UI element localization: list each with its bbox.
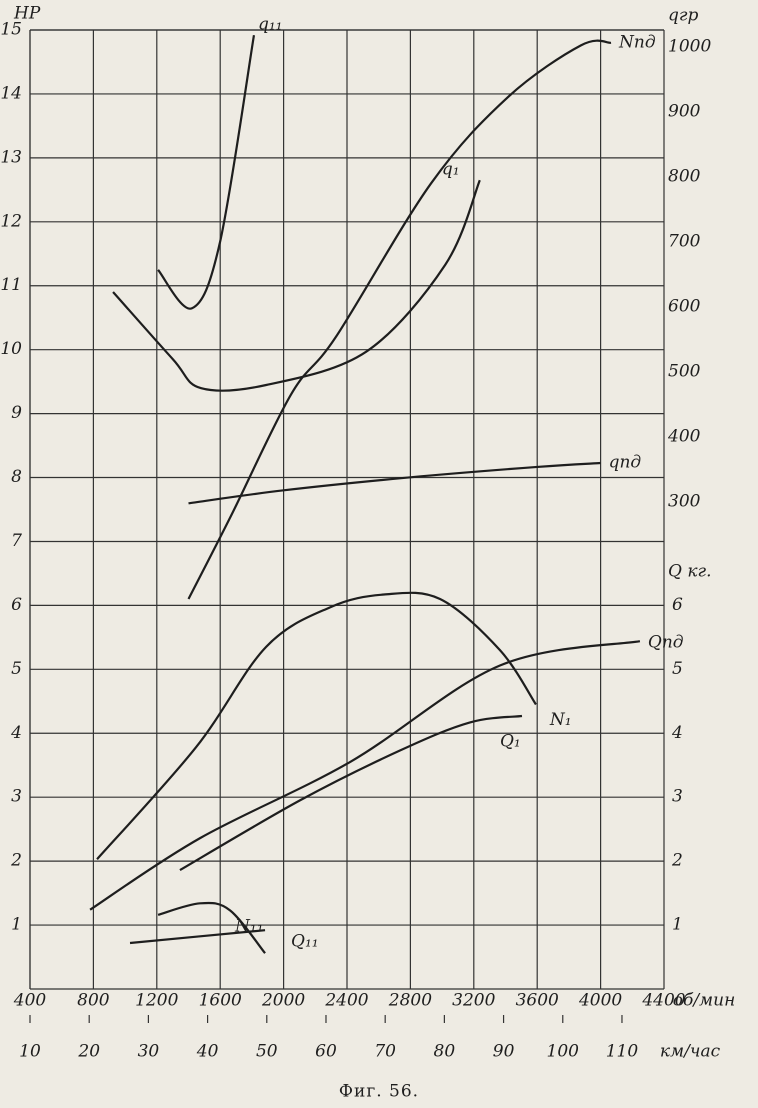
y-axis-label: HP [13, 4, 41, 24]
x-axis-label: об/мин [673, 991, 736, 1011]
x-tick-label: 1200 [135, 991, 178, 1011]
series-label: q₁ [442, 160, 460, 180]
series-label: q₁₁ [258, 15, 283, 35]
y-tick-label: 2 [10, 851, 22, 871]
y-tick-label: 15 [0, 20, 22, 40]
series-line [129, 929, 266, 945]
x2-tick-label: 110 [606, 1042, 639, 1062]
x-tick-label: 400 [13, 991, 47, 1011]
x-tick-label: 1600 [199, 991, 242, 1011]
y3-tick-label: 6 [672, 595, 683, 615]
x2-tick-label: 10 [19, 1042, 41, 1062]
series-line [89, 640, 641, 911]
y-tick-label: 10 [0, 339, 22, 359]
x2-tick-label: 20 [77, 1042, 100, 1062]
y-tick-label: 4 [10, 723, 22, 743]
y2-tick-label: 500 [668, 361, 701, 381]
x-tick-label: 2400 [324, 991, 368, 1011]
y3-tick-label: 4 [671, 723, 683, 743]
x2-tick-label: 80 [434, 1042, 456, 1062]
x-tick-label: 800 [77, 991, 110, 1011]
series-label: qпд [609, 453, 642, 473]
y2-tick-label: 800 [668, 166, 701, 186]
x-tick-label: 2000 [261, 991, 305, 1011]
y-tick-label: 6 [11, 595, 22, 615]
y-tick-label: 8 [11, 467, 22, 487]
x2-tick-label: 30 [138, 1042, 160, 1062]
series-label: N₁ [549, 710, 572, 730]
y-tick-label: 12 [0, 211, 22, 231]
series-label: Nпд [618, 32, 656, 52]
y-tick-label: 9 [11, 403, 22, 423]
y-tick-label: 14 [0, 83, 22, 103]
x2-tick-label: 100 [547, 1042, 580, 1062]
y-tick-label: 3 [11, 787, 22, 807]
y3-axis-label: Q кг. [668, 562, 712, 582]
y-tick-label: 11 [0, 275, 22, 295]
x-tick-label: 2800 [388, 991, 432, 1011]
y3-tick-label: 3 [672, 787, 683, 807]
series-line [187, 39, 612, 600]
x2-tick-label: 50 [256, 1042, 278, 1062]
series-line [96, 591, 537, 860]
x2-tick-label: 90 [493, 1042, 515, 1062]
series-line [179, 714, 523, 872]
x-tick-label: 3600 [516, 991, 559, 1011]
series-label: Qпд [648, 633, 684, 653]
y-tick-label: 7 [11, 531, 22, 551]
y-tick-label: 13 [0, 147, 22, 167]
y2-tick-label: 600 [668, 296, 701, 316]
y2-tick-label: 900 [668, 101, 701, 121]
y-tick-label: 1 [11, 915, 22, 935]
series-line [188, 461, 601, 505]
series-line [112, 179, 481, 392]
y2-axis-label: qгр [668, 6, 698, 26]
y2-tick-label: 700 [668, 231, 701, 251]
series-label: Q₁₁ [291, 932, 319, 952]
y2-tick-label: 1000 [668, 36, 711, 56]
y3-tick-label: 1 [672, 915, 683, 935]
series-label: Q₁ [500, 732, 521, 752]
x2-tick-label: 70 [374, 1042, 396, 1062]
x2-axis-label: км/час [660, 1042, 721, 1062]
caption: Фиг. 56. [339, 1082, 419, 1102]
x2-tick-label: 60 [315, 1042, 337, 1062]
y3-tick-label: 5 [672, 659, 683, 679]
x-tick-label: 4400 [641, 991, 685, 1011]
x-tick-label: 3200 [452, 991, 495, 1011]
y2-tick-label: 400 [667, 427, 701, 447]
x-tick-label: 4000 [578, 991, 622, 1011]
y2-tick-label: 300 [668, 492, 701, 512]
x2-tick-label: 40 [196, 1042, 219, 1062]
y3-tick-label: 2 [671, 851, 683, 871]
series-line [157, 35, 256, 310]
y-tick-label: 5 [11, 659, 22, 679]
